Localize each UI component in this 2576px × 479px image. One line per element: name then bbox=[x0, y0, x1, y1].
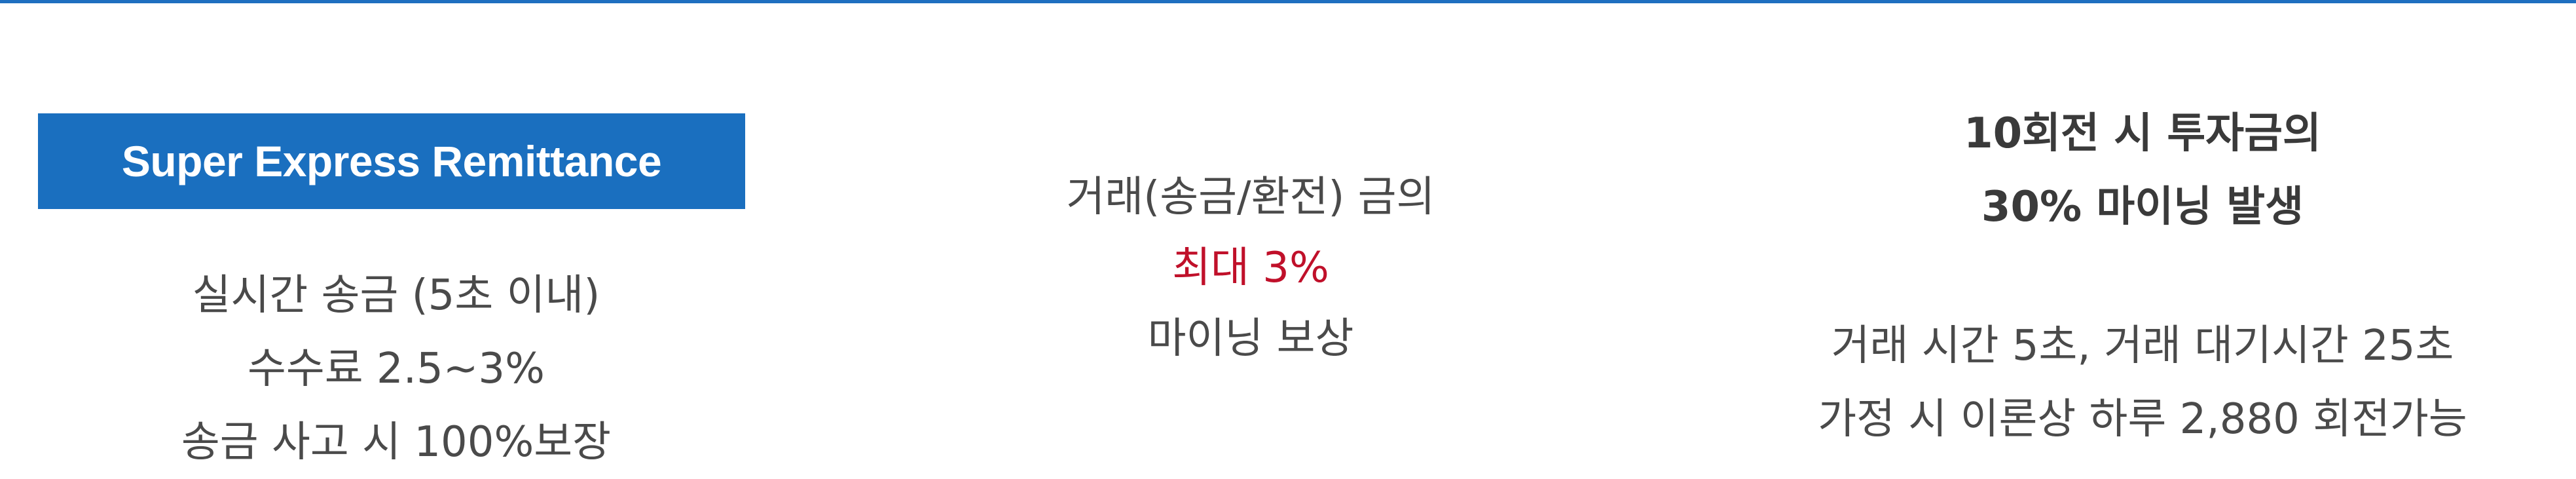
description-line: 실시간 송금 (5초 이내) bbox=[192, 271, 600, 320]
description-line: 거래 시간 5초, 거래 대기시간 25초 bbox=[1831, 322, 2454, 370]
heading-line: 10회전 시 투자금의 bbox=[1964, 109, 2321, 158]
feature-rotation-mining: 10회전 시 투자금의 30% 마이닝 발생 거래 시간 5초, 거래 대기시간… bbox=[1709, 0, 2576, 455]
feature-super-express: Super Express Remittance 실시간 송금 (5초 이내) … bbox=[0, 0, 792, 467]
super-express-badge: Super Express Remittance bbox=[38, 113, 745, 209]
rotation-heading: 10회전 시 투자금의 30% 마이닝 발생 bbox=[1709, 97, 2576, 244]
super-express-description: 실시간 송금 (5초 이내) 수수료 2.5~3% 송금 사고 시 100%보장 bbox=[0, 259, 792, 479]
heading-line: 30% 마이닝 발생 bbox=[1981, 183, 2304, 231]
top-divider bbox=[0, 0, 2576, 3]
description-line: 송금 사고 시 100%보장 bbox=[181, 418, 612, 467]
highlight-rate: 최대 3% bbox=[1172, 244, 1329, 292]
rotation-description: 거래 시간 5초, 거래 대기시간 25초 가정 시 이론상 하루 2,880 … bbox=[1709, 309, 2576, 456]
feature-mining-reward: 거래(송금/환전) 금의 최대 3% 마이닝 보상 bbox=[792, 0, 1709, 455]
description-line: 수수료 2.5~3% bbox=[248, 345, 545, 393]
description-line: 마이닝 보상 bbox=[1147, 315, 1354, 363]
description-line: 거래(송금/환전) 금의 bbox=[1066, 173, 1435, 221]
mining-reward-description: 거래(송금/환전) 금의 최대 3% 마이닝 보상 bbox=[792, 162, 1709, 374]
description-line: 가정 시 이론상 하루 2,880 회전가능 bbox=[1818, 395, 2467, 444]
